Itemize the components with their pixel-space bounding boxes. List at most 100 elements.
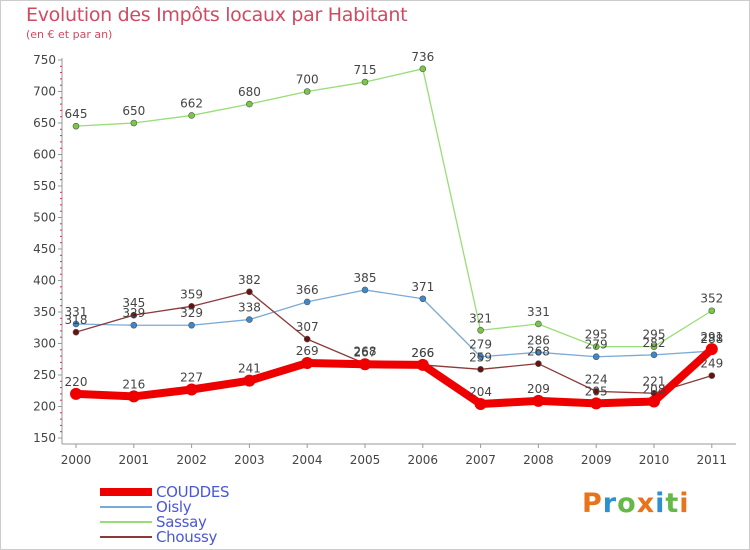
data-point-sassay [592, 343, 600, 350]
legend-item-oisly: Oisly [100, 497, 229, 516]
data-label-couddes: 227 [180, 370, 203, 384]
logo-letter: r [602, 488, 618, 519]
data-label-couddes: 216 [122, 377, 145, 391]
data-point-sassay [477, 326, 484, 334]
data-point-couddes [185, 383, 198, 396]
data-label-choussy: 259 [469, 350, 492, 364]
legend-label: Sassay [156, 512, 207, 531]
data-point-couddes [243, 374, 256, 387]
data-point-choussy [188, 303, 195, 310]
data-label-couddes: 269 [296, 344, 319, 358]
data-label-choussy: 221 [643, 374, 666, 388]
data-label-sassay: 352 [700, 292, 723, 306]
data-point-couddes [705, 343, 718, 356]
data-point-couddes [301, 357, 314, 370]
data-point-choussy [130, 311, 138, 319]
y-tick-label: 300 [33, 337, 56, 351]
legend: COUDDES Oisly Sassay Choussy [100, 482, 230, 546]
logo-letter: t [665, 488, 680, 519]
logo-letter: P [582, 488, 603, 519]
y-tick-label: 550 [33, 179, 56, 193]
logo-letter: o [617, 488, 637, 519]
data-label-oisly: 366 [296, 283, 319, 297]
y-tick-label: 450 [33, 242, 56, 256]
data-point-oisly [130, 321, 138, 329]
data-point-sassay [303, 88, 311, 95]
x-tick-label: 2000 [61, 453, 92, 467]
data-label-choussy: 318 [65, 313, 88, 327]
legend-swatch [100, 535, 152, 538]
legend-label: COUDDES [156, 482, 230, 501]
data-label-oisly: 288 [700, 332, 723, 346]
legend-item-choussy: Choussy [100, 527, 229, 546]
data-label-choussy: 307 [296, 320, 319, 334]
data-point-oisly [72, 320, 80, 328]
legend-swatch [100, 487, 152, 496]
data-label-oisly: 371 [411, 280, 434, 294]
x-tick-label: 2007 [465, 453, 496, 467]
legend-label: Choussy [156, 527, 218, 546]
data-point-oisly [650, 351, 658, 359]
data-point-choussy [477, 366, 484, 373]
y-tick-label: 700 [33, 85, 56, 99]
data-label-choussy: 345 [122, 296, 145, 310]
data-label-couddes: 266 [411, 346, 434, 360]
legend-label: Oisly [156, 497, 192, 516]
data-label-couddes: 220 [65, 375, 88, 389]
data-point-sassay [361, 78, 369, 86]
legend-swatch [100, 505, 152, 508]
logo-letter: x [636, 488, 656, 519]
data-label-couddes: 205 [585, 384, 608, 398]
data-label-choussy: 268 [527, 345, 550, 359]
legend-swatch [100, 520, 152, 523]
data-label-sassay: 680 [238, 85, 261, 99]
data-point-oisly [419, 295, 427, 303]
y-tick-label: 200 [33, 400, 56, 414]
data-label-choussy: 266 [411, 346, 434, 360]
x-tick-label: 2003 [234, 453, 265, 467]
data-label-oisly: 331 [65, 305, 88, 319]
data-point-choussy [303, 335, 311, 343]
data-point-choussy [592, 388, 600, 395]
data-point-oisly [361, 286, 369, 294]
proxiti-logo: Proxiti [582, 488, 690, 519]
axes: 150 200 250 300 350 400 450 500 550 600 650 700 750 2… [33, 53, 736, 467]
x-tick-label: 2006 [408, 453, 439, 467]
data-point-choussy [708, 372, 716, 379]
data-point-choussy [72, 328, 80, 336]
data-point-oisly [303, 298, 311, 306]
series-line-oisly [75, 289, 713, 358]
chart-subtitle: (en € et par an) [26, 28, 113, 41]
series-layer [70, 65, 718, 410]
data-point-oisly [477, 353, 484, 361]
data-label-choussy: 359 [180, 287, 203, 301]
data-point-couddes [416, 358, 429, 371]
y-tick-label: 500 [33, 211, 56, 225]
data-point-sassay [246, 100, 253, 108]
y-tick-label: 600 [33, 148, 56, 162]
data-label-sassay: 321 [469, 311, 492, 325]
y-tick-label: 350 [33, 305, 56, 319]
data-point-oisly [592, 353, 600, 361]
data-point-oisly [188, 321, 195, 329]
data-label-couddes: 267 [354, 345, 377, 359]
data-label-couddes: 204 [469, 385, 492, 399]
data-point-couddes [359, 358, 371, 371]
data-label-sassay: 331 [527, 305, 550, 319]
y-tick-label: 750 [33, 53, 56, 67]
logo-letter: i [655, 488, 666, 519]
data-label-oisly: 286 [527, 333, 550, 347]
data-point-couddes [70, 387, 82, 400]
data-label-couddes: 291 [700, 330, 723, 344]
series-line-choussy [75, 291, 713, 394]
data-label-sassay: 295 [643, 328, 666, 342]
y-tick-label: 150 [33, 431, 56, 445]
chart-title: Evolution des Impôts locaux par Habitant [26, 4, 408, 26]
series-line-sassay [75, 68, 713, 348]
y-tick-label: 400 [33, 274, 56, 288]
data-point-sassay [535, 320, 542, 328]
x-tick-label: 2005 [350, 453, 381, 467]
data-point-sassay [708, 307, 716, 315]
data-label-choussy: 382 [238, 273, 261, 287]
